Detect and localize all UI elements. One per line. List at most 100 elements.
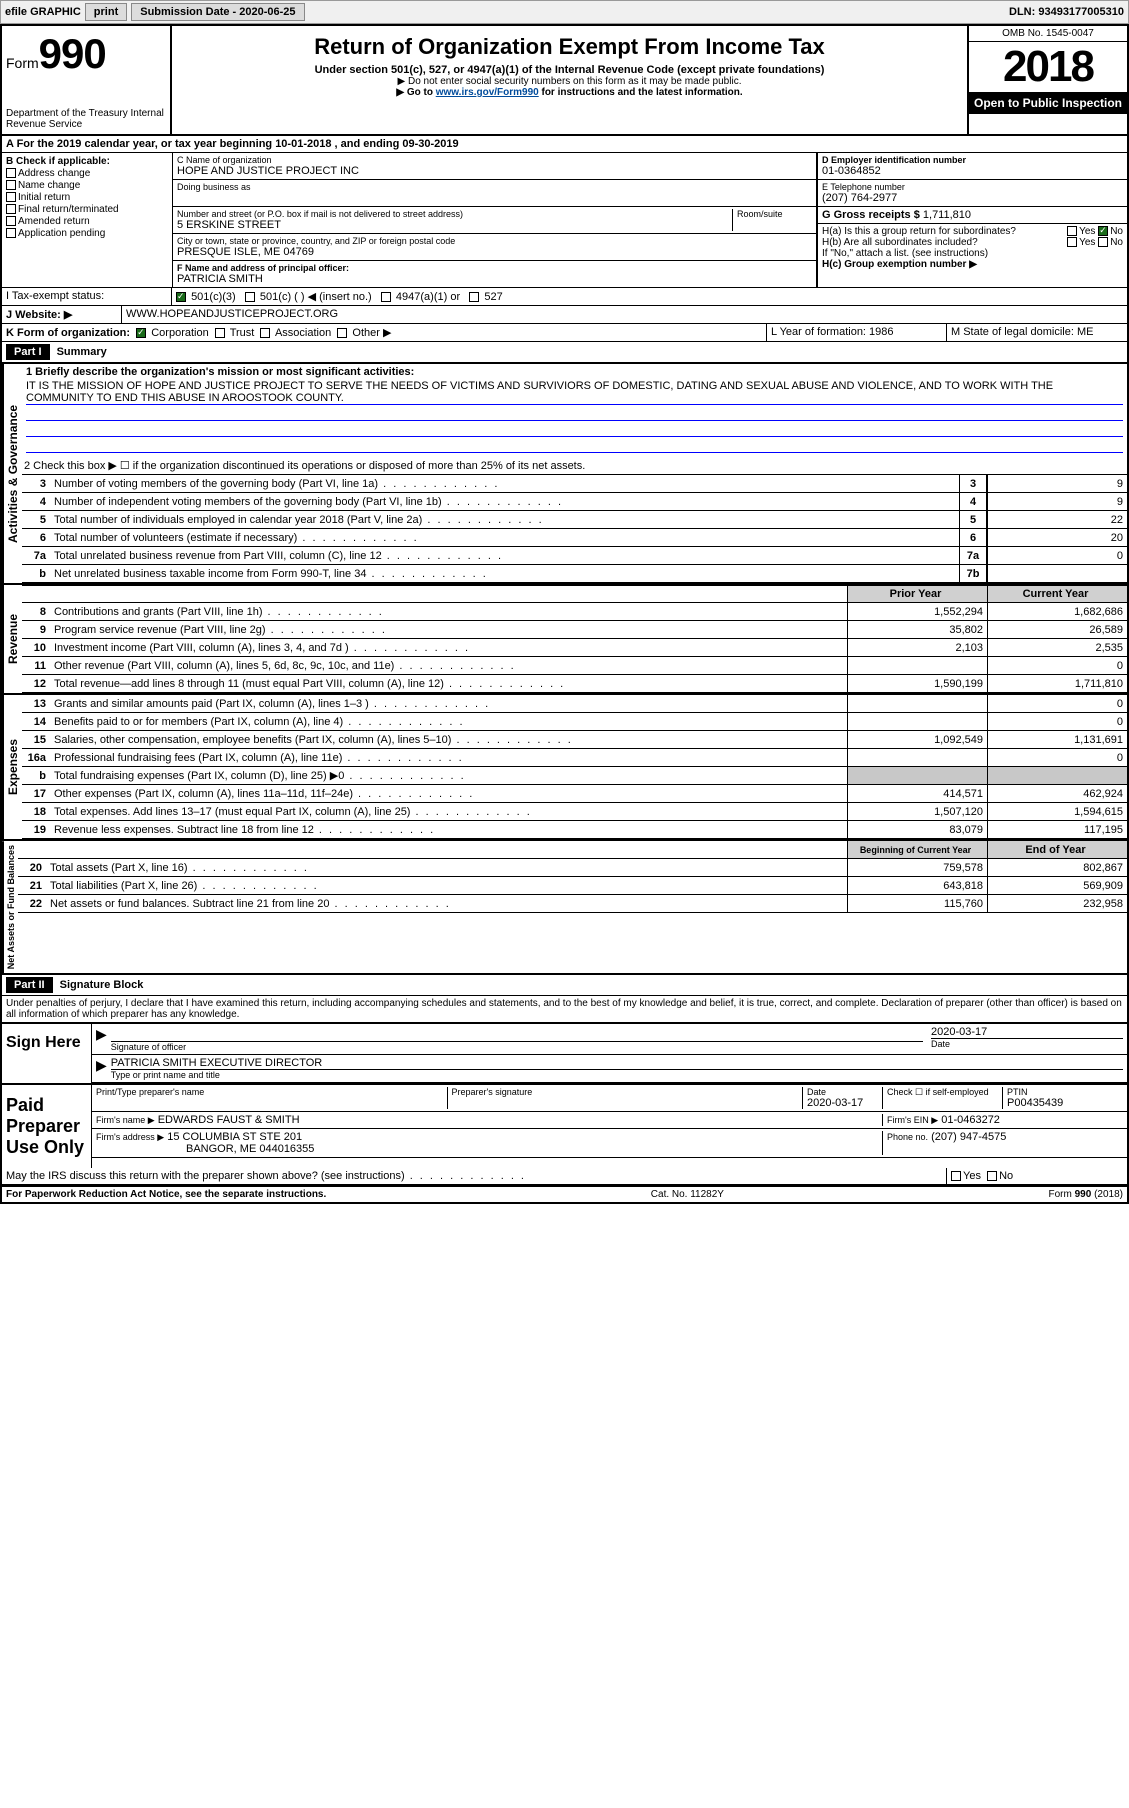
table-row: 3Number of voting members of the governi… [22,475,1127,493]
discuss-text: May the IRS discuss this return with the… [2,1168,947,1184]
chk-4947[interactable] [381,292,391,302]
table-row: 7aTotal unrelated business revenue from … [22,547,1127,565]
org-city: PRESQUE ISLE, ME 04769 [177,246,812,258]
form-990: Form990 Department of the Treasury Inter… [0,24,1129,1204]
line-a: A For the 2019 calendar year, or tax yea… [2,136,1127,153]
m-state: M State of legal domicile: ME [947,324,1127,341]
table-row: 10Investment income (Part VIII, column (… [22,639,1127,657]
vert-revenue: Revenue [2,585,22,693]
chk-final[interactable] [6,204,16,214]
sign-date: 2020-03-17 [931,1026,1123,1039]
vert-net: Net Assets or Fund Balances [2,841,18,973]
prior-year-hdr: Prior Year [847,586,987,602]
hc-label: H(c) Group exemption number ▶ [822,259,1123,270]
table-row: 6Total number of volunteers (estimate if… [22,529,1127,547]
phone: (207) 764-2977 [822,192,1123,204]
ssn-note: ▶ Do not enter social security numbers o… [180,76,959,87]
chk-corp[interactable] [136,328,146,338]
table-row: 21Total liabilities (Part X, line 26)643… [18,877,1127,895]
chk-assoc[interactable] [260,328,270,338]
table-row: 12Total revenue—add lines 8 through 11 (… [22,675,1127,693]
dept-label: Department of the Treasury Internal Reve… [6,108,166,130]
part1-header: Part I [6,344,50,360]
l2-text: 2 Check this box ▶ ☐ if the organization… [22,458,1127,473]
chk-other[interactable] [337,328,347,338]
ha-yes[interactable] [1067,226,1077,236]
hb-no[interactable] [1098,237,1108,247]
toolbar: efile GRAPHIC print Submission Date - 20… [0,0,1129,24]
end-year-hdr: End of Year [987,841,1127,858]
table-row: 4Number of independent voting members of… [22,493,1127,511]
ein: 01-0364852 [822,165,1123,177]
e-label: E Telephone number [822,182,1123,192]
table-row: bNet unrelated business taxable income f… [22,565,1127,583]
form-version: Form 990 (2018) [1049,1189,1123,1200]
table-row: 20Total assets (Part X, line 16)759,5788… [18,859,1127,877]
ha-no[interactable] [1098,226,1108,236]
l-year: L Year of formation: 1986 [767,324,947,341]
chk-527[interactable] [469,292,479,302]
table-row: 22Net assets or fund balances. Subtract … [18,895,1127,913]
gross-receipts: 1,711,810 [923,209,971,221]
d-label: D Employer identification number [822,155,1123,165]
table-row: 5Total number of individuals employed in… [22,511,1127,529]
chk-trust[interactable] [215,328,225,338]
chk-name[interactable] [6,180,16,190]
goto-post: for instructions and the latest informat… [539,87,743,98]
arrow-icon: ▶ [96,1026,107,1052]
table-row: 19Revenue less expenses. Subtract line 1… [22,821,1127,839]
current-year-hdr: Current Year [987,586,1127,602]
j-label: J Website: ▶ [2,306,122,323]
table-row: 18Total expenses. Add lines 13–17 (must … [22,803,1127,821]
part2-header: Part II [6,977,53,993]
chk-501c3[interactable] [176,292,186,302]
table-row: 11Other revenue (Part VIII, column (A), … [22,657,1127,675]
section-b: B Check if applicable: Address change Na… [2,153,172,287]
cat-no: Cat. No. 11282Y [651,1189,724,1200]
g-label: G Gross receipts $ [822,209,920,221]
i-label: I Tax-exempt status: [2,288,172,305]
hb-yes[interactable] [1067,237,1077,247]
form-label: Form [6,55,39,71]
submission-date-button[interactable]: Submission Date - 2020-06-25 [131,3,304,21]
chk-pending[interactable] [6,228,16,238]
table-row: 13Grants and similar amounts paid (Part … [22,695,1127,713]
part2-title: Signature Block [60,979,144,991]
discuss-yes[interactable] [951,1171,961,1181]
city-label: City or town, state or province, country… [177,236,812,246]
dba-label: Doing business as [177,182,812,192]
date-label: Date [931,1039,1123,1049]
open-public: Open to Public Inspection [969,92,1127,114]
table-row: bTotal fundraising expenses (Part IX, co… [22,767,1127,785]
paid-preparer: Paid Preparer Use Only [2,1085,92,1168]
beg-year-hdr: Beginning of Current Year [847,841,987,858]
tax-year: 2018 [969,42,1127,92]
form-number: 990 [39,30,106,77]
f-label: F Name and address of principal officer: [177,263,812,273]
arrow-icon: ▶ [96,1057,107,1080]
vert-expenses: Expenses [2,695,22,839]
discuss-no[interactable] [987,1171,997,1181]
chk-amended[interactable] [6,216,16,226]
sig-officer-label: Signature of officer [111,1042,923,1052]
addr-label: Number and street (or P.O. box if mail i… [177,209,732,219]
dln-label: DLN: 93493177005310 [1009,6,1124,18]
efile-label: efile GRAPHIC [5,6,81,18]
table-row: 16aProfessional fundraising fees (Part I… [22,749,1127,767]
chk-501c[interactable] [245,292,255,302]
l1-label: 1 Briefly describe the organization's mi… [26,366,1123,378]
c-label: C Name of organization [177,155,812,165]
officer-name: PATRICIA SMITH [177,273,812,285]
h-note: If "No," attach a list. (see instruction… [822,248,1123,259]
table-row: 17Other expenses (Part IX, column (A), l… [22,785,1127,803]
part1-title: Summary [57,346,107,358]
ha-label: H(a) Is this a group return for subordin… [822,226,1016,237]
irs-link[interactable]: www.irs.gov/Form990 [436,87,539,98]
table-row: 14Benefits paid to or for members (Part … [22,713,1127,731]
table-row: 9Program service revenue (Part VIII, lin… [22,621,1127,639]
website-url: WWW.HOPEANDJUSTICEPROJECT.ORG [122,306,1127,323]
mission-text: IT IS THE MISSION OF HOPE AND JUSTICE PR… [26,380,1123,405]
chk-address[interactable] [6,168,16,178]
chk-initial[interactable] [6,192,16,202]
print-button[interactable]: print [85,3,127,21]
